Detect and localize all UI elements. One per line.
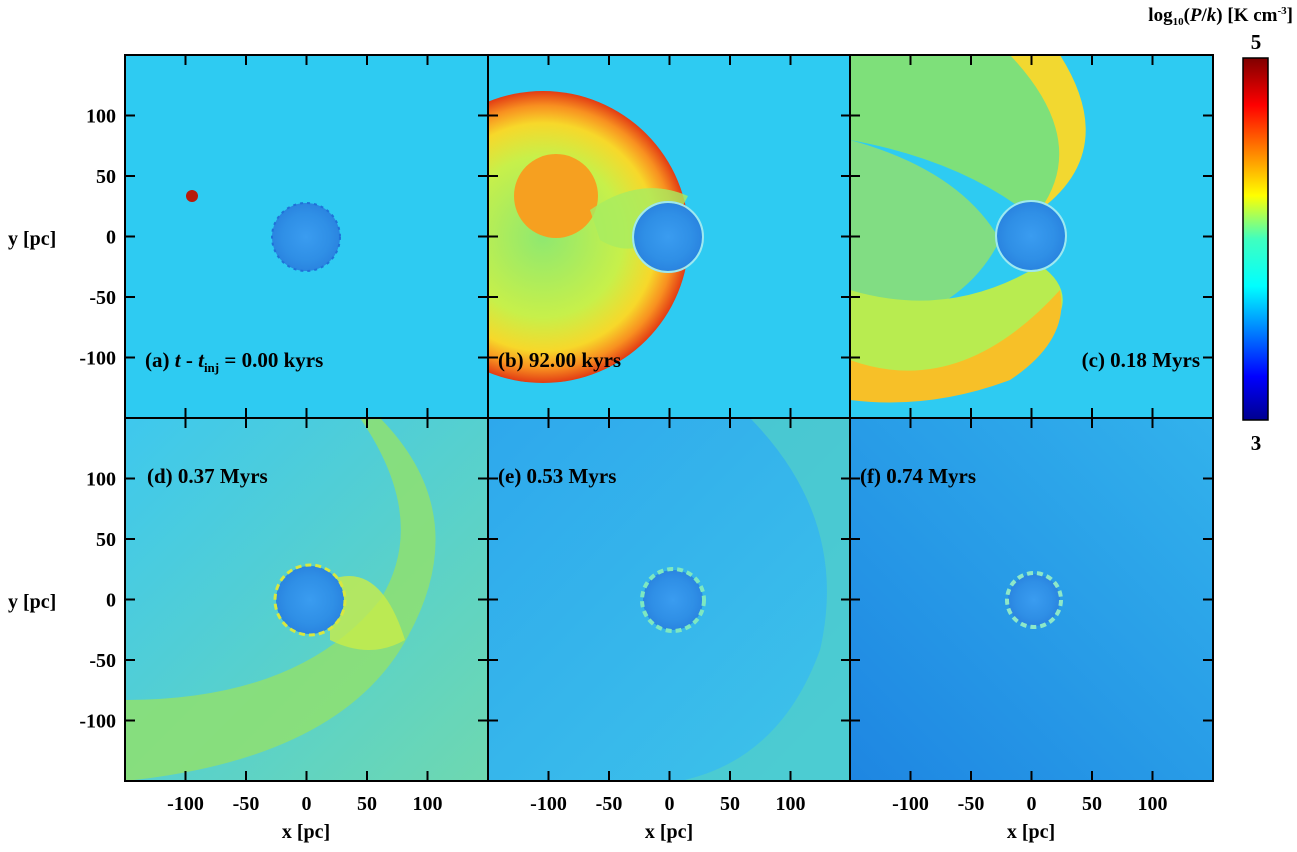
x-tick-label: 0 xyxy=(1027,793,1037,815)
panel-f-cloud-edge xyxy=(1005,571,1063,629)
ylabel-bottom: y [pc] xyxy=(8,591,56,613)
xlabel-left: x [pc] xyxy=(282,821,330,843)
panel-b xyxy=(488,55,850,418)
panel-c-mid-lobe xyxy=(850,140,1000,330)
x-tick-label: -50 xyxy=(596,793,623,815)
panel-f-cloud xyxy=(1008,574,1060,626)
panel-b-hot-bubble xyxy=(514,154,598,238)
panel-e-cloud-edge xyxy=(640,567,706,633)
ylabel-top: y [pc] xyxy=(8,228,56,250)
y-tick-label: -50 xyxy=(89,287,116,309)
panel-a-label: (a) t - tinj = 0.00 kyrs xyxy=(145,348,323,375)
panel-d-trailing-shock xyxy=(330,576,405,650)
panel-b-label: (b) 92.00 kyrs xyxy=(498,348,621,372)
panel-e-outer-front xyxy=(680,418,850,781)
tick-labels: -100 -50 0 50 100 -100 -50 0 50 100 -100 -50 0 50 100 1… xyxy=(79,106,1167,816)
colorbar-gradient xyxy=(1242,57,1269,421)
x-tick-label: -50 xyxy=(958,793,985,815)
x-tick-label: 100 xyxy=(1138,793,1168,815)
y-tick-label: 0 xyxy=(106,227,116,249)
panel-e-cloud xyxy=(643,570,703,630)
panel-b-cloud-edge xyxy=(632,201,704,273)
panel-f-label: (f) 0.74 Myrs xyxy=(860,464,976,488)
panel-c-lower-front xyxy=(850,290,1062,403)
panel-c xyxy=(850,55,1213,418)
x-tick-label: 50 xyxy=(720,793,740,815)
panel-d-cloud xyxy=(276,566,344,634)
x-tick-label: -100 xyxy=(530,793,567,815)
panel-b-cloud xyxy=(634,203,702,271)
panel-d-cloud-edge xyxy=(273,563,347,637)
xlabel-middle: x [pc] xyxy=(645,821,693,843)
colorbar-max-label: 5 xyxy=(1251,30,1262,54)
panel-e-label: (e) 0.53 Myrs xyxy=(498,464,616,488)
x-tick-label: 0 xyxy=(665,793,675,815)
panel-a-injection-source xyxy=(186,190,198,202)
y-tick-label: -50 xyxy=(89,650,116,672)
x-tick-label: -100 xyxy=(167,793,204,815)
colorbar-min-label: 3 xyxy=(1251,431,1262,455)
y-tick-label: 100 xyxy=(86,469,116,491)
panel-c-upper-lobe xyxy=(850,55,1080,215)
colorbar-title: log10(P/k) [K cm-3] xyxy=(1148,5,1293,28)
y-tick-label: 100 xyxy=(86,106,116,128)
panel-c-upper-front xyxy=(1010,55,1086,210)
y-tick-label: 0 xyxy=(106,590,116,612)
y-tick-label: 50 xyxy=(96,166,116,188)
xlabel-right: x [pc] xyxy=(1007,821,1055,843)
panel-d-outer-front xyxy=(125,418,436,781)
x-tick-label: 50 xyxy=(357,793,377,815)
y-tick-label: 50 xyxy=(96,529,116,551)
panel-d xyxy=(125,418,488,781)
panel-a-cloud xyxy=(272,203,340,271)
panel-a xyxy=(125,55,488,418)
x-tick-label: -100 xyxy=(892,793,929,815)
colorbar: log10(P/k) [K cm-3] 5 3 xyxy=(1148,5,1293,455)
y-tick-label: -100 xyxy=(79,711,116,733)
x-tick-label: 50 xyxy=(1082,793,1102,815)
x-tick-label: 100 xyxy=(413,793,443,815)
x-tick-label: -50 xyxy=(233,793,260,815)
panel-c-label: (c) 0.18 Myrs xyxy=(1082,348,1200,372)
panel-a-cloud-edge xyxy=(271,202,341,272)
panel-f xyxy=(850,418,1213,781)
panel-d-label: (d) 0.37 Myrs xyxy=(147,464,268,488)
panel-c-cloud-edge xyxy=(995,200,1067,272)
panel-e xyxy=(488,418,850,781)
x-tick-label: 0 xyxy=(302,793,312,815)
x-tick-label: 100 xyxy=(776,793,806,815)
panel-c-cloud xyxy=(997,202,1065,270)
y-tick-label: -100 xyxy=(79,348,116,370)
axis-ticks xyxy=(125,55,1213,781)
